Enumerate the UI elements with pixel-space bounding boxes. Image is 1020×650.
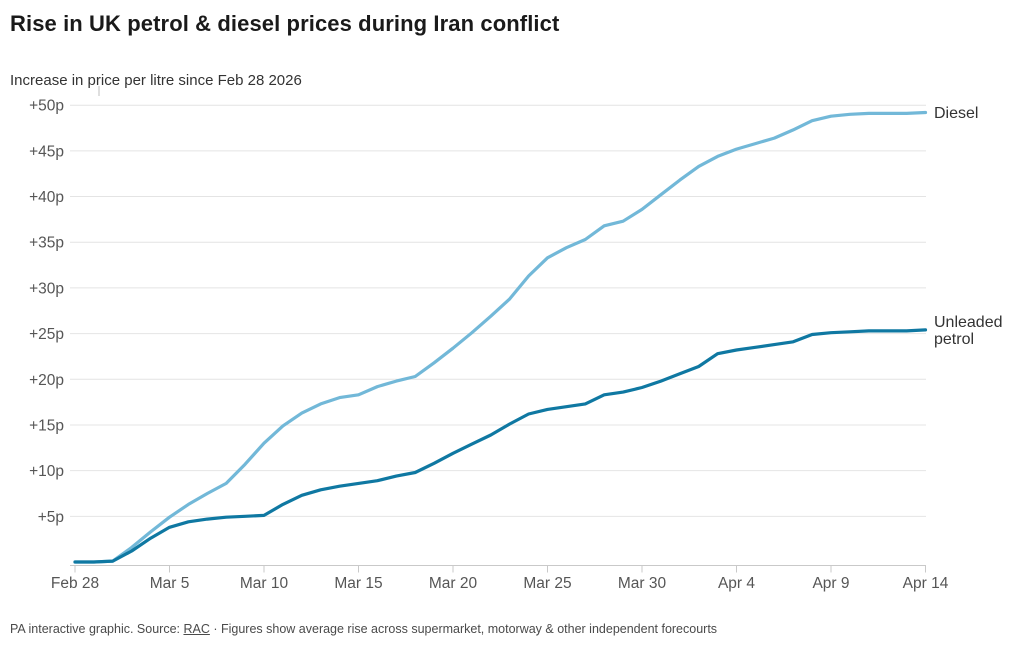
y-tick-label-10p: +10p	[29, 463, 64, 480]
x-tick-label-apr-14: Apr 14	[903, 575, 949, 592]
chart-subtitle: Increase in price per litre since Feb 28…	[10, 72, 302, 89]
y-tick-label-40p: +40p	[29, 189, 64, 206]
y-tick-label-20p: +20p	[29, 372, 64, 389]
source-note-prefix: PA interactive graphic. Source:	[10, 622, 184, 636]
x-tick-label-mar-20: Mar 20	[429, 575, 478, 592]
x-tick-label-mar-15: Mar 15	[334, 575, 382, 592]
unleaded-petrol-line	[73, 328, 928, 564]
source-note-suffix: · Figures show average rise across super…	[209, 622, 718, 636]
y-tick-label-5p: +5p	[38, 509, 64, 526]
y-tick-label-15p: +15p	[29, 417, 64, 434]
source-link[interactable]: RAC	[183, 622, 210, 636]
y-tick-label-25p: +25p	[29, 326, 64, 343]
y-tick-label-50p: +50p	[29, 98, 64, 115]
y-tick-label-30p: +30p	[29, 280, 64, 297]
x-tick-label-mar-30: Mar 30	[618, 575, 667, 592]
y-tick-label-35p: +35p	[29, 235, 64, 252]
diesel-line	[73, 110, 928, 564]
x-tick-label-mar-25: Mar 25	[523, 575, 571, 592]
chart-title: Rise in UK petrol & diesel prices during…	[10, 11, 560, 36]
y-tick-label-45p: +45p	[29, 143, 64, 160]
x-tick-label-feb-28: Feb 28	[51, 575, 99, 592]
unleaded-petrol-line-label: Unleaded petrol	[934, 314, 1003, 348]
x-tick-label-apr-9: Apr 9	[812, 575, 849, 592]
x-tick-label-mar-10: Mar 10	[240, 575, 289, 592]
source-note: PA interactive graphic. Source: RAC · Fi…	[10, 622, 717, 636]
x-tick-label-apr-4: Apr 4	[718, 575, 755, 592]
diesel-line-label: Diesel	[934, 105, 978, 122]
x-tick-label-mar-5: Mar 5	[150, 575, 190, 592]
